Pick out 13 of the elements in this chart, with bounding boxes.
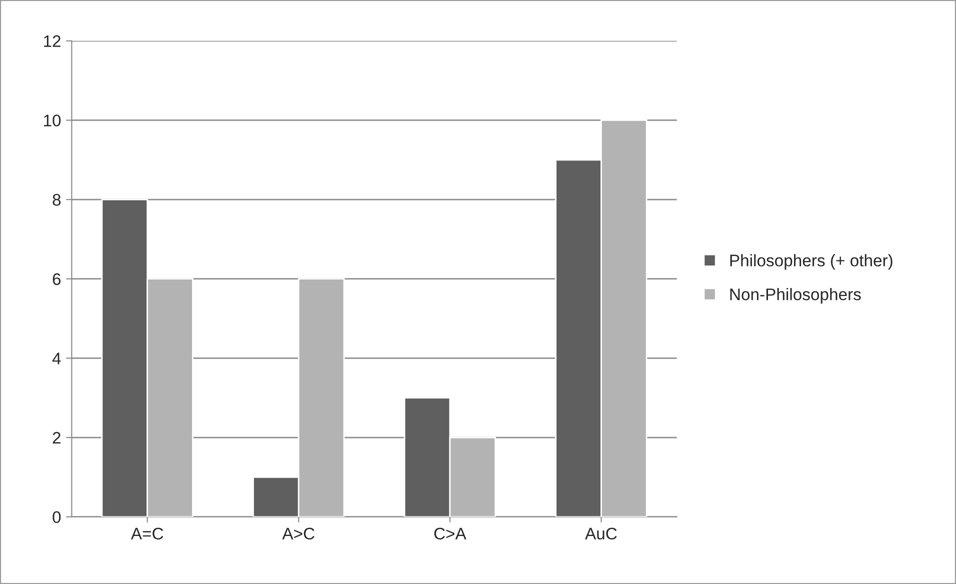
x-tick-label: A>C: [282, 528, 314, 540]
y-tick-label: 8: [52, 194, 61, 206]
x-tick-label: AuC: [585, 528, 617, 540]
legend-label: Non-Philosophers: [730, 288, 861, 304]
y-tick-label: 4: [52, 352, 61, 364]
x-tick-label: C>A: [434, 528, 466, 540]
y-tick-label: 2: [52, 432, 60, 444]
legend-label: Philosophers (+ other): [730, 254, 892, 270]
y-tick-label: 6: [52, 273, 61, 286]
x-tick-label: A=C: [130, 528, 164, 540]
y-tick-label: 10: [44, 114, 61, 126]
y-tick-label: 0: [52, 511, 61, 524]
y-tick-label: 12: [44, 35, 60, 47]
